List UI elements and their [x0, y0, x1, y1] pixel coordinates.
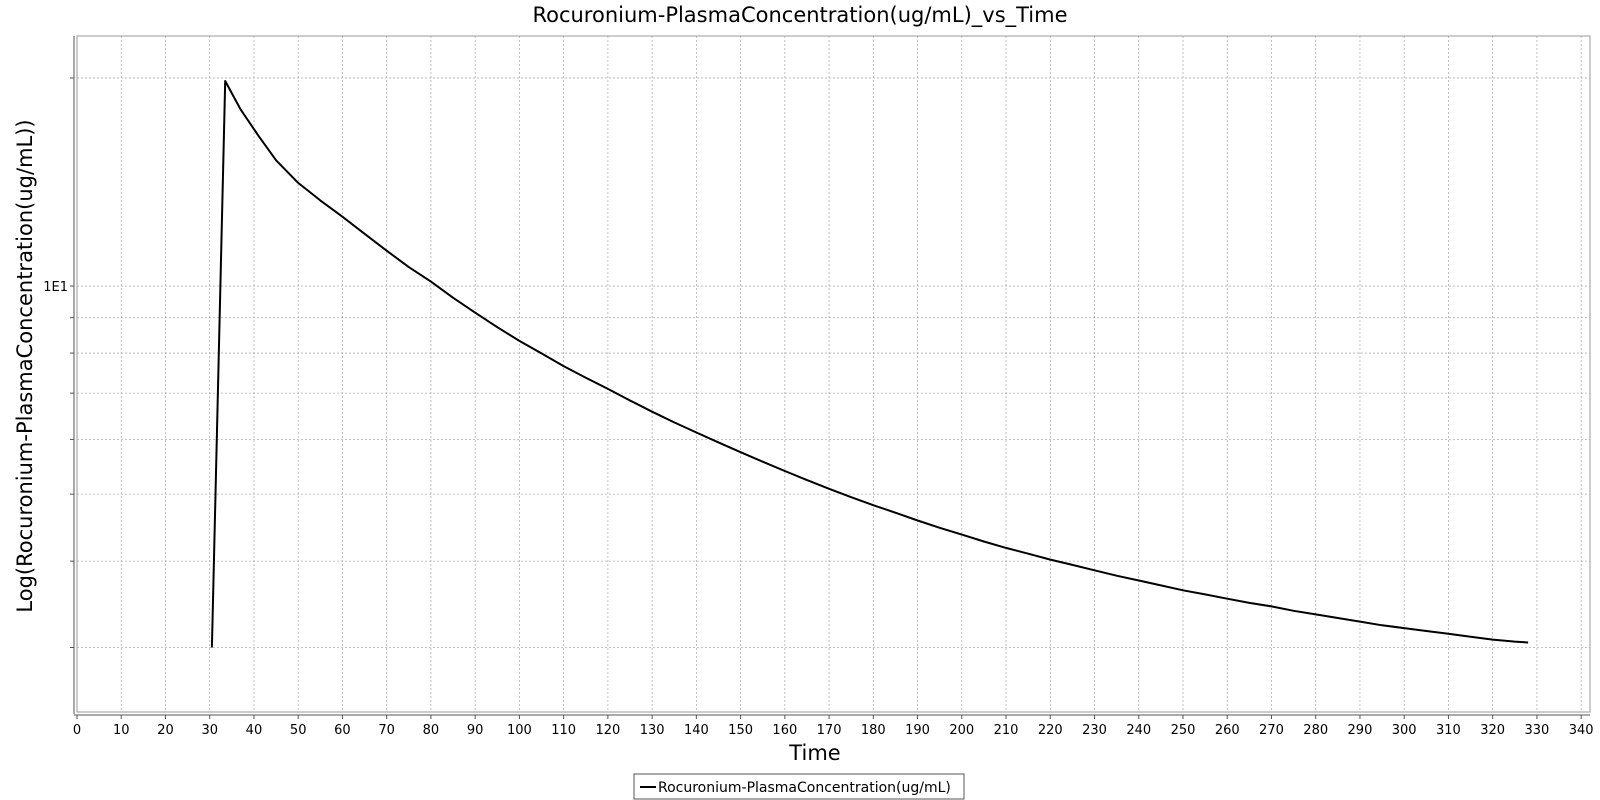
x-tick-label: 150 [728, 723, 753, 738]
x-tick-label: 310 [1436, 723, 1461, 738]
x-tick-label: 120 [595, 723, 620, 738]
x-tick-label: 220 [1038, 723, 1063, 738]
x-tick-label: 340 [1569, 723, 1594, 738]
x-tick-label: 60 [334, 723, 351, 738]
x-axis-label: Time [788, 741, 840, 765]
x-tick-label: 0 [73, 723, 81, 738]
legend-label: Rocuronium-PlasmaConcentration(ug/mL) [658, 780, 951, 796]
y-tick-label: 1E1 [43, 280, 68, 295]
x-tick-label: 270 [1259, 723, 1284, 738]
x-tick-label: 20 [157, 723, 174, 738]
x-tick-label: 70 [378, 723, 395, 738]
x-tick-label: 300 [1392, 723, 1417, 738]
legend-box [633, 773, 965, 800]
x-tick-label: 190 [905, 723, 930, 738]
x-tick-label: 240 [1126, 723, 1151, 738]
x-tick-label: 200 [949, 723, 974, 738]
x-tick-label: 50 [290, 723, 307, 738]
x-tick-label: 90 [467, 723, 484, 738]
x-tick-label: 210 [994, 723, 1019, 738]
x-tick-label: 100 [507, 723, 532, 738]
x-tick-label: 280 [1303, 723, 1328, 738]
x-tick-label: 10 [113, 723, 130, 738]
y-axis-label: Log(Rocuronium-PlasmaConcentration(ug/mL… [13, 119, 37, 612]
series-layer [210, 80, 1529, 648]
chart-title: Rocuronium-PlasmaConcentration(ug/mL)_vs… [532, 3, 1067, 28]
series-line [210, 80, 1529, 648]
legend: Rocuronium-PlasmaConcentration(ug/mL) [633, 773, 965, 800]
x-tick-label: 250 [1171, 723, 1196, 738]
x-tick-label: 40 [246, 723, 263, 738]
x-tick-label: 290 [1348, 723, 1373, 738]
x-tick-label: 130 [640, 723, 665, 738]
x-tick-label: 110 [551, 723, 576, 738]
x-tick-label: 260 [1215, 723, 1240, 738]
plot-area-frame [76, 35, 1591, 713]
x-tick-label: 320 [1480, 723, 1505, 738]
x-tick-label: 30 [201, 723, 218, 738]
plot-grid [77, 36, 1590, 712]
x-axis-ticks: 0 10 20 30 40 50 60 70 80 90 100 110 120 130 140 150 160… [73, 715, 1594, 738]
x-tick-label: 230 [1082, 723, 1107, 738]
y-axis-ticks: 1E1 [43, 77, 74, 649]
x-tick-label: 80 [423, 723, 440, 738]
x-tick-label: 180 [861, 723, 886, 738]
x-tick-label: 170 [817, 723, 842, 738]
x-tick-label: 330 [1524, 723, 1549, 738]
x-tick-label: 140 [684, 723, 709, 738]
x-tick-label: 160 [772, 723, 797, 738]
